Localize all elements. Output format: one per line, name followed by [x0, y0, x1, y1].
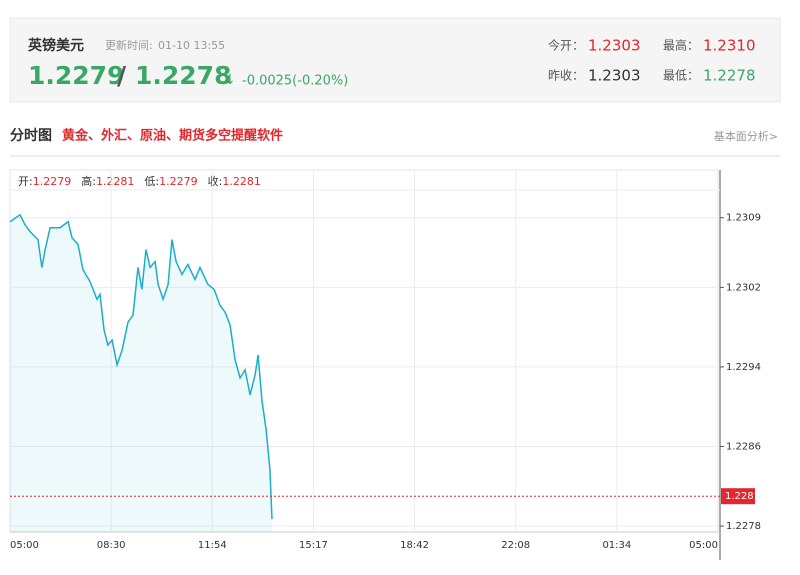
last-price-box	[721, 488, 755, 505]
stat-value: 1.2310	[703, 37, 756, 55]
last-price-label: 1.2281	[725, 491, 760, 502]
quote-panel	[9, 17, 781, 103]
y-tick-label: 1.2278	[726, 521, 761, 532]
x-tick-label: 05:00	[10, 540, 39, 551]
arrow: ↓	[224, 72, 236, 88]
x-tick-label: 15:17	[299, 540, 328, 551]
ask: 1.2278	[135, 61, 231, 90]
x-tick-label: 22:08	[501, 540, 530, 551]
info-label: 收:	[208, 174, 223, 188]
bid: 1.2279	[28, 61, 124, 90]
stat-label: 最高：	[663, 38, 699, 53]
stat-label: 今开：	[548, 38, 584, 53]
x-tick-label: 11:54	[198, 540, 227, 551]
stat-value: 1.2303	[588, 37, 641, 55]
info-value: 1.2281	[222, 175, 261, 188]
x-tick-label: 01:34	[602, 540, 631, 551]
section-title: 分时图	[10, 127, 52, 144]
x-tick-label: 08:30	[97, 540, 126, 551]
info-label: 开:	[18, 175, 33, 188]
analysis-link[interactable]: 基本面分析>	[714, 129, 778, 143]
update-time: 01-10 13:55	[158, 39, 225, 52]
y-tick-label: 1.2286	[726, 441, 761, 452]
pair-name: 英镑美元	[27, 37, 84, 54]
stat-label: 昨收：	[548, 69, 584, 83]
promo-link[interactable]: 黄金、外汇、原油、期货多空提醒软件	[62, 128, 283, 144]
update-label: 更新时间:	[105, 38, 153, 52]
y-tick-label: 1.2302	[726, 282, 761, 293]
info-label: 高:	[81, 174, 96, 188]
y-tick-label: 1.2294	[726, 362, 761, 373]
stat-value: 1.2278	[703, 67, 756, 85]
price-line	[9, 213, 273, 520]
separator: /	[117, 61, 127, 90]
info-value: 1.2281	[96, 175, 135, 188]
stat-label: 最低：	[663, 69, 699, 83]
info-value: 1.2279	[159, 175, 198, 188]
stat-value: 1.2303	[588, 67, 641, 85]
x-tick-label: 18:42	[400, 540, 429, 551]
info-label: 低:	[144, 175, 159, 188]
change: -0.0025(-0.20%)	[242, 74, 348, 89]
area	[10, 214, 272, 533]
y-tick-label: 1.2309	[726, 213, 761, 224]
info-value: 1.2279	[33, 175, 72, 188]
x-tick-label: 05:00	[689, 540, 718, 551]
